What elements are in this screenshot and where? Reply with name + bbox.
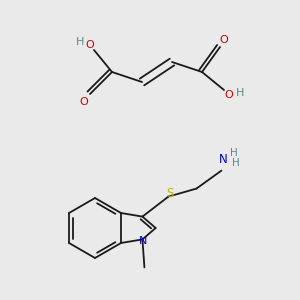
Text: N: N <box>139 236 148 246</box>
Text: O: O <box>220 35 228 45</box>
Text: H: H <box>236 88 244 98</box>
Text: O: O <box>85 40 94 50</box>
Text: H: H <box>232 158 239 168</box>
Text: H: H <box>230 148 237 158</box>
Text: O: O <box>80 97 88 107</box>
Text: N: N <box>219 153 228 166</box>
Text: S: S <box>167 187 174 200</box>
Text: H: H <box>76 37 84 47</box>
Text: O: O <box>225 90 233 100</box>
